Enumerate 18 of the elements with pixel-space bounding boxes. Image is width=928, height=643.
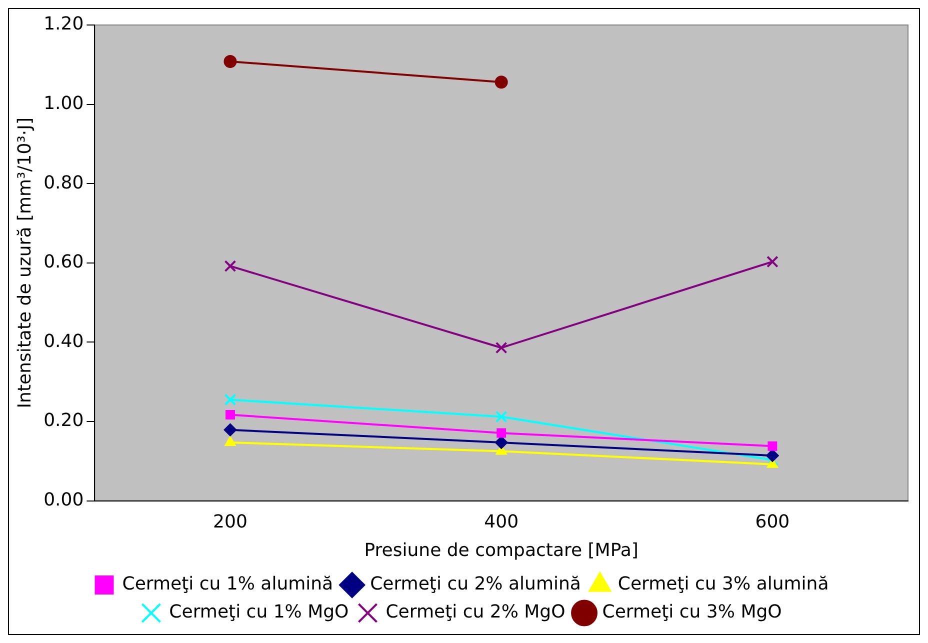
legend-label: Cermeţi cu 2% alumină: [370, 574, 581, 595]
legend-label: Cermeţi cu 3% alumină: [618, 574, 829, 595]
x-tick-label: 600: [755, 511, 790, 532]
y-tick-label: 0.80: [44, 172, 84, 194]
x-tick-label: 200: [213, 511, 248, 532]
y-axis-title: Intensitate de uzură [mm³/10³·J]: [14, 118, 36, 408]
y-tick-label: 0.40: [44, 330, 84, 352]
y-tick-label: 1.00: [44, 92, 84, 114]
y-tick-label: 0.20: [44, 410, 84, 432]
y-tick-label: 0.60: [44, 252, 84, 273]
legend-label: Cermeţi cu 3% MgO: [602, 602, 782, 623]
legend-label: Cermeţi cu 2% MgO: [386, 602, 566, 623]
legend-label: Cermeţi cu 1% alumină: [122, 574, 334, 595]
y-tick-label: 1.20: [44, 14, 84, 35]
x-axis-title: Presiune de compactare [MPa]: [364, 540, 638, 561]
y-tick-label: 0.00: [44, 489, 84, 510]
x-tick-label: 400: [484, 511, 519, 532]
legend-label: Cermeţi cu 1% MgO: [169, 602, 349, 623]
